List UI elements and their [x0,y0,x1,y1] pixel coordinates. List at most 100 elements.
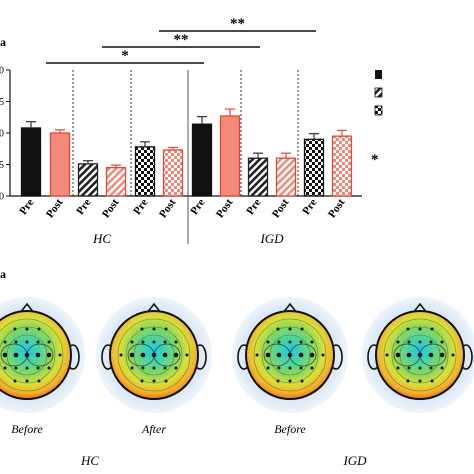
group-label: HC [92,231,111,246]
topomap-3 [362,297,474,413]
y-tick-label: 20 [0,66,4,77]
nose [19,302,35,314]
topomap-group-label: IGD [342,453,367,468]
y-tick-label: 10 [0,129,4,140]
electrode [3,340,7,344]
electrode [440,340,444,344]
bar-10 [303,138,325,197]
electrode [418,340,422,344]
electrode [164,327,168,331]
electrode [396,366,400,370]
bar-8 [247,157,269,197]
electrode [429,340,433,344]
electrode [276,327,280,331]
electrode [37,379,41,383]
electrode [47,340,51,344]
head [0,310,72,400]
electrode [152,379,156,383]
electrode [25,327,29,331]
electrode [276,352,282,358]
topomap-group-label: HC [80,453,99,468]
electrode [162,352,168,358]
topomap-1 [96,297,212,413]
electrode [309,352,315,358]
significance-label: ** [230,16,245,32]
electrode [407,340,411,344]
bar-0 [20,127,42,197]
electrode [185,353,189,357]
electrode [14,340,18,344]
contour [125,326,183,384]
electrode [300,379,304,383]
legend: * [371,70,383,168]
electrode [418,366,422,370]
contour [383,318,457,392]
electrode [288,379,292,383]
electrode [152,340,156,344]
electrode [266,340,270,344]
electrode [288,340,292,344]
electrode [287,352,293,358]
electrode [407,366,411,370]
contour [0,326,56,384]
topomap-label: Before [274,422,306,436]
electrode [130,340,134,344]
nose [146,302,162,314]
electrode [173,352,179,358]
x-tick-label: Post [214,197,236,221]
x-tick-label: Post [270,197,292,221]
electrode [46,352,52,358]
electrode [396,340,400,344]
x-tick-label: Pre [300,197,319,217]
electrode [25,379,29,383]
electrode [299,366,303,370]
electrode [417,352,423,358]
bar-3 [105,166,127,197]
electrode [299,340,303,344]
electrode [152,327,156,331]
x-tick-label: Pre [188,197,207,217]
electrode [140,352,146,358]
electrode [430,379,434,383]
electrode [439,352,445,358]
electrode [406,379,410,383]
bar-2 [77,163,99,197]
bar-6 [191,123,213,197]
significance-label: ** [174,32,189,48]
x-tick-label: Pre [17,197,36,217]
electrode [406,327,410,331]
electrode [288,366,292,370]
y-tick-label: 0 [0,192,4,203]
electrode [430,327,434,331]
electrode [58,353,62,357]
electrode [451,353,455,357]
electrode [130,366,134,370]
bar-4 [134,146,156,197]
electrode [13,379,17,383]
contour [253,318,327,392]
electrode [37,327,41,331]
contour [0,318,64,392]
electrode [36,366,40,370]
electrode [141,366,145,370]
nose [412,302,428,314]
electrode [164,379,168,383]
electrode [174,366,178,370]
electrode [36,340,40,344]
x-tick-label: Pre [244,197,263,217]
electrode [300,327,304,331]
bar-11 [331,135,353,197]
electrode [310,340,314,344]
bar-5 [162,149,184,197]
y-tick-label: 5 [0,160,4,171]
group-label: IGD [259,231,284,246]
electrode [418,379,422,383]
electrode [406,352,412,358]
electrode [3,366,7,370]
x-tick-label: Post [326,197,348,221]
electrode [321,353,325,357]
electrode [277,340,281,344]
contour [391,326,449,384]
electrode [13,327,17,331]
